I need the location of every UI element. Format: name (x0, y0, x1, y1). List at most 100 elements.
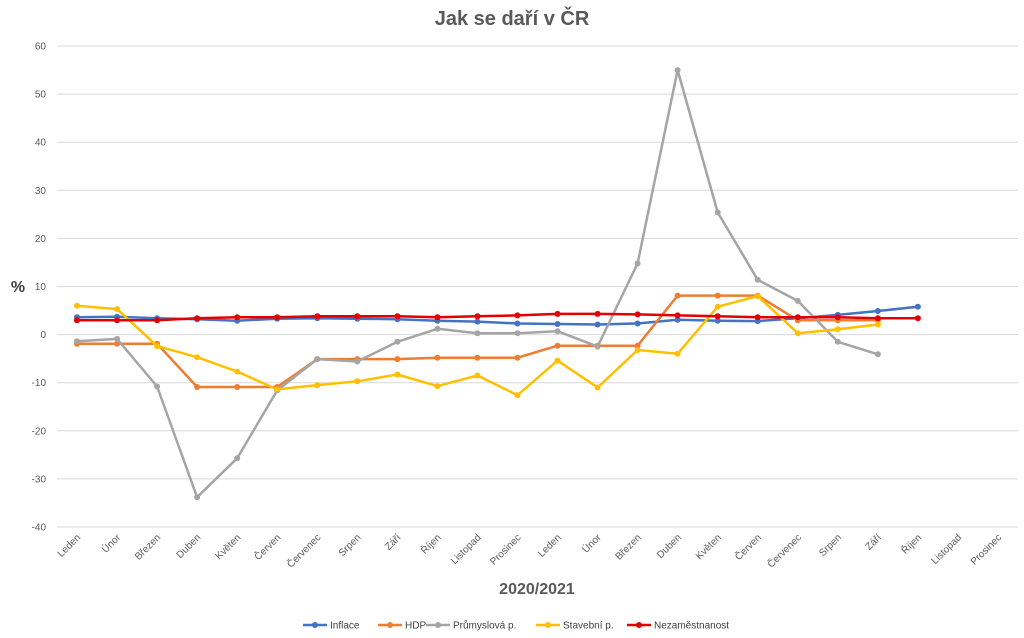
y-tick-label: 0 (40, 330, 46, 341)
legend-label: Nezaměstnanost (654, 621, 729, 632)
data-point (754, 276, 761, 283)
x-axis-label: 2020/2021 (499, 581, 575, 598)
x-tick-label: Říjen (898, 531, 924, 557)
x-tick-label: Prosinec (969, 532, 1004, 567)
data-point (834, 326, 841, 333)
x-tick-label: Únor (579, 530, 604, 555)
data-point (634, 311, 641, 318)
data-point (874, 351, 881, 358)
data-point (914, 303, 921, 310)
data-point (274, 386, 281, 393)
data-point (274, 314, 281, 321)
legend-marker (312, 622, 318, 628)
x-tick-label: Leden (536, 532, 563, 559)
y-tick-label: 20 (35, 234, 47, 245)
data-point (674, 67, 681, 74)
data-point (354, 378, 361, 385)
x-tick-label: Únor (99, 530, 124, 555)
data-point (114, 335, 121, 342)
data-point (314, 356, 321, 363)
data-point (674, 316, 681, 323)
x-tick-label: Květen (694, 532, 724, 562)
data-point (434, 314, 441, 321)
y-tick-label: -30 (32, 474, 47, 485)
data-point (554, 321, 561, 327)
legend: Inflace HDP Průmyslová p. Stavební p. Nezamě… (303, 620, 729, 632)
legend-marker (545, 622, 551, 628)
series-2 (74, 67, 881, 501)
data-point (194, 315, 201, 322)
data-point (474, 330, 481, 337)
legend-marker (387, 622, 393, 628)
y-axis-label: % (11, 279, 25, 296)
data-point (394, 371, 401, 378)
x-tick-label: Březen (133, 532, 163, 562)
data-point (634, 260, 641, 267)
data-point (514, 330, 521, 337)
data-point (874, 315, 881, 322)
series-line (75, 305, 920, 326)
data-point (714, 209, 721, 216)
data-point (514, 320, 521, 327)
data-point (714, 317, 721, 324)
x-tick-label: Červenec (764, 531, 803, 570)
legend-marker (435, 622, 441, 628)
x-tick-label: Srpen (817, 532, 844, 559)
data-point (554, 342, 561, 349)
data-point (314, 313, 321, 320)
data-point (114, 317, 121, 324)
data-point (194, 494, 201, 501)
data-point (474, 354, 481, 361)
data-point (594, 384, 601, 391)
data-point (234, 455, 241, 462)
data-point (594, 321, 601, 328)
legend-label: Stavební p. (563, 621, 614, 632)
x-tick-label: Prosinec (488, 532, 523, 567)
data-point (914, 315, 921, 322)
data-point (554, 357, 561, 364)
y-tick-label: -40 (32, 523, 47, 534)
y-tick-label: -10 (32, 378, 47, 389)
legend-item: HDP (378, 621, 426, 632)
data-point (714, 292, 721, 299)
data-point (154, 343, 161, 350)
legend-item: Průmyslová p. (426, 620, 516, 632)
data-point (234, 384, 241, 390)
data-point (674, 350, 681, 357)
data-point (154, 383, 161, 390)
data-point (714, 313, 721, 320)
y-axis-ticks: 60 50 40 30 20 10 0 -10 -20 -30 -40 (32, 42, 47, 534)
data-point (394, 356, 401, 363)
data-point (754, 314, 761, 321)
data-point (554, 310, 561, 317)
data-point (74, 302, 80, 309)
legend-item: Nezaměstnanost (627, 621, 729, 632)
data-point (714, 303, 721, 310)
y-tick-label: 50 (35, 90, 47, 101)
x-tick-label: Srpen (337, 532, 364, 559)
legend-label: HDP (405, 621, 426, 632)
series-line (75, 312, 920, 322)
x-tick-label: Leden (56, 532, 83, 559)
data-point (354, 313, 361, 320)
x-tick-label: Listopad (930, 532, 965, 567)
data-point (194, 354, 201, 361)
x-tick-label: Květen (214, 532, 244, 562)
data-point (874, 321, 881, 328)
x-tick-label: Březen (614, 532, 644, 562)
x-tick-label: Listopad (449, 532, 484, 567)
y-tick-label: 30 (35, 186, 47, 197)
legend-label: Průmyslová p. (453, 620, 516, 632)
data-point (794, 314, 801, 321)
gridlines (57, 45, 1018, 528)
x-tick-label: Duben (175, 532, 204, 561)
legend-item: Stavební p. (536, 621, 614, 632)
legend-label: Inflace (330, 621, 360, 632)
data-point (594, 343, 601, 350)
data-point (354, 358, 361, 365)
x-tick-label: Červen (251, 531, 283, 563)
x-tick-label: Říjen (418, 531, 444, 557)
data-point (194, 384, 201, 390)
data-point (674, 312, 681, 319)
